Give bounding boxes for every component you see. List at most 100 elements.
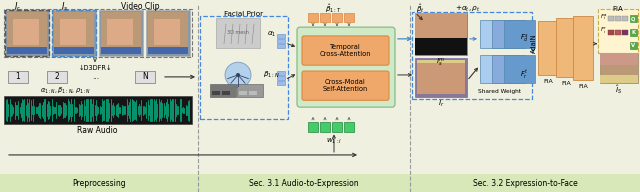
Text: AdaIN: AdaIN [531, 34, 537, 54]
Bar [4, 96, 192, 124]
Bar [52, 10, 96, 56]
Bar [320, 122, 330, 132]
Bar [101, 12, 141, 49]
Bar [107, 19, 133, 45]
Text: FIA: FIA [578, 84, 588, 89]
Text: Preprocessing: Preprocessing [72, 179, 126, 188]
FancyBboxPatch shape [302, 71, 389, 100]
Text: 3D mesh: 3D mesh [227, 31, 249, 36]
Text: ...: ... [92, 72, 100, 81]
Text: $I_s^m$: $I_s^m$ [436, 57, 445, 69]
Bar [600, 75, 638, 83]
Text: FIA: FIA [543, 79, 553, 84]
Text: $F_d^s$: $F_d^s$ [520, 33, 529, 45]
Bar [212, 91, 220, 95]
Bar [277, 34, 285, 38]
Text: $\alpha_1$: $\alpha_1$ [268, 29, 276, 39]
Bar [538, 21, 558, 75]
Bar [216, 18, 260, 48]
Text: 2: 2 [54, 72, 60, 81]
Bar [146, 10, 190, 56]
Bar [504, 55, 535, 83]
Text: Temporal
Cross-Attention: Temporal Cross-Attention [319, 44, 371, 57]
Bar [630, 42, 637, 49]
Bar [7, 47, 47, 55]
Bar [277, 44, 285, 48]
Text: 1: 1 [15, 72, 20, 81]
Text: $\alpha_{1:N},\beta_{1:N},\rho_{1:N}$: $\alpha_{1:N},\beta_{1:N},\rho_{1:N}$ [40, 85, 92, 96]
Text: K: K [631, 31, 635, 36]
Bar [415, 58, 467, 97]
Bar [320, 12, 330, 22]
Text: ↓D3DFR↓: ↓D3DFR↓ [78, 65, 112, 71]
Bar [308, 122, 318, 132]
Text: $+\alpha_t, \rho_t$: $+\alpha_t, \rho_t$ [455, 3, 481, 14]
Bar [52, 10, 96, 56]
Bar [504, 20, 535, 48]
Text: $I_r$: $I_r$ [15, 0, 22, 13]
Text: FIA: FIA [612, 6, 623, 12]
Bar [101, 47, 141, 55]
Bar [615, 16, 621, 21]
Bar [277, 71, 285, 75]
Bar [598, 9, 638, 54]
Bar [556, 18, 576, 77]
Bar [608, 16, 614, 21]
Text: Q: Q [631, 17, 635, 22]
Bar [277, 39, 285, 43]
Bar [415, 13, 467, 55]
Text: $F_r^t$: $F_r^t$ [520, 67, 528, 80]
Bar [5, 10, 49, 56]
FancyBboxPatch shape [297, 27, 395, 107]
Bar [417, 60, 465, 94]
Text: FIA: FIA [561, 81, 571, 86]
Bar [237, 84, 263, 97]
Bar [332, 122, 342, 132]
Bar [148, 47, 188, 55]
Bar [47, 71, 67, 83]
Bar [0, 175, 640, 192]
Bar [622, 30, 628, 35]
Bar [622, 16, 628, 21]
Text: Facial Prior: Facial Prior [225, 12, 264, 17]
Bar [239, 91, 247, 95]
Text: $F_i^a$: $F_i^a$ [600, 12, 607, 22]
Bar [154, 19, 180, 45]
Bar [148, 12, 188, 49]
Bar [210, 84, 236, 97]
Text: $\hat{\beta}_{1:T}$: $\hat{\beta}_{1:T}$ [326, 2, 342, 15]
Bar [492, 20, 525, 48]
Bar [13, 19, 39, 45]
Bar [608, 30, 614, 35]
Text: Sec. 3.1 Audio-to-Expression: Sec. 3.1 Audio-to-Expression [249, 179, 359, 188]
Text: $F_i^r$: $F_i^r$ [600, 26, 607, 36]
Bar [630, 29, 637, 36]
Bar [5, 10, 49, 56]
Bar [135, 71, 155, 83]
Bar [60, 19, 86, 45]
Text: Shared Weight: Shared Weight [479, 89, 522, 94]
Bar [99, 10, 143, 56]
Bar [573, 16, 593, 80]
Bar [222, 91, 230, 95]
Bar [308, 12, 318, 22]
Bar [630, 15, 637, 22]
Bar [415, 38, 467, 55]
Bar [4, 9, 192, 57]
Bar [277, 81, 285, 85]
Text: V: V [631, 43, 635, 48]
Bar [412, 12, 532, 99]
Bar [344, 12, 354, 22]
Text: $\beta_{1:N}$: $\beta_{1:N}$ [264, 70, 280, 80]
Bar [277, 76, 285, 80]
Bar [492, 55, 525, 83]
Bar [615, 30, 621, 35]
Text: $I_r$: $I_r$ [438, 99, 444, 109]
Text: $\hat{\beta}_t$: $\hat{\beta}_t$ [415, 2, 424, 15]
Text: $I_s$: $I_s$ [61, 0, 68, 13]
Bar [480, 20, 515, 48]
Bar [344, 122, 354, 132]
Text: N: N [142, 72, 148, 81]
Bar [332, 12, 342, 22]
Bar [600, 54, 638, 83]
